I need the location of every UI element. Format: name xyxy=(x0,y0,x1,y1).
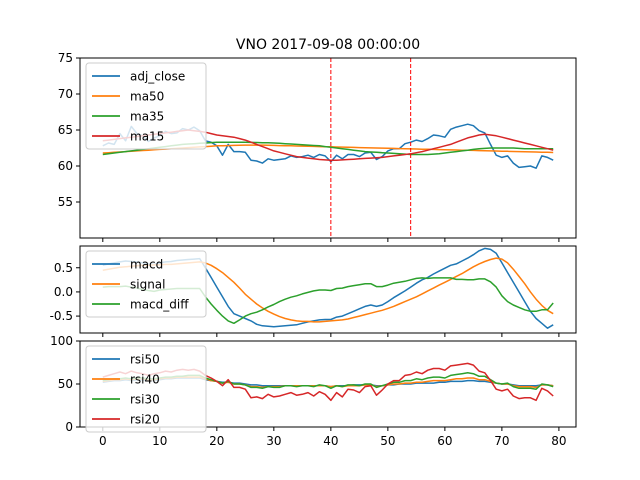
panel-macd: -0.5 0.0 0.5 macd signal macd_diff xyxy=(50,245,577,337)
x-tick-label: 70 xyxy=(494,434,509,448)
y-tick-label: 65 xyxy=(58,123,73,137)
legend-label-ma15: ma15 xyxy=(130,130,164,144)
x-tick-label: 20 xyxy=(209,434,224,448)
plots-layer: 55 60 65 70 75 adj_close ma50 ma35 ma15 -0.5 0.0 0.… xyxy=(50,51,577,448)
x-tick-label: 80 xyxy=(551,434,566,448)
x-tick-label: 30 xyxy=(266,434,281,448)
legend: macd signal macd_diff xyxy=(85,250,207,318)
y-tick-label: 55 xyxy=(58,195,73,209)
y-tick-label: 75 xyxy=(58,51,73,65)
legend-label-adj_close: adj_close xyxy=(130,70,185,84)
legend-label-rsi30: rsi30 xyxy=(130,393,160,407)
legend-label-rsi40: rsi40 xyxy=(130,373,160,387)
y-tick-label: 60 xyxy=(58,159,73,173)
legend-label-macd: macd xyxy=(130,258,163,272)
y-tick-label: 0.5 xyxy=(54,261,73,275)
x-tick-label: 40 xyxy=(323,434,338,448)
chart-title: VNO 2017-09-08 00:00:00 xyxy=(236,37,420,53)
x-tick-label: 60 xyxy=(437,434,452,448)
y-tick-label: 70 xyxy=(58,87,73,101)
legend-box xyxy=(85,62,207,150)
legend-box xyxy=(85,345,207,433)
panel-price: 55 60 65 70 75 adj_close ma50 ma35 ma15 xyxy=(58,51,577,242)
legend-label-rsi20: rsi20 xyxy=(130,413,160,427)
x-tick-label: 0 xyxy=(99,434,107,448)
x-tick-label: 50 xyxy=(380,434,395,448)
legend: rsi50 rsi40 rsi30 rsi20 xyxy=(85,345,207,433)
axes-frame xyxy=(79,57,577,239)
legend-label-ma50: ma50 xyxy=(130,90,164,104)
legend-label-ma35: ma35 xyxy=(130,110,164,124)
y-tick-label: -0.5 xyxy=(50,309,73,323)
y-tick-label: 0 xyxy=(65,420,73,434)
legend-label-signal: signal xyxy=(130,278,166,292)
legend: adj_close ma50 ma35 ma15 xyxy=(85,62,207,150)
legend-box xyxy=(85,250,207,318)
legend-label-macd_diff: macd_diff xyxy=(130,298,189,312)
y-tick-label: 50 xyxy=(58,377,73,391)
y-tick-label: 100 xyxy=(50,334,73,348)
x-tick-label: 10 xyxy=(152,434,167,448)
legend-label-rsi50: rsi50 xyxy=(130,353,160,367)
axes-frame xyxy=(79,245,577,334)
y-tick-label: 0.0 xyxy=(54,285,73,299)
